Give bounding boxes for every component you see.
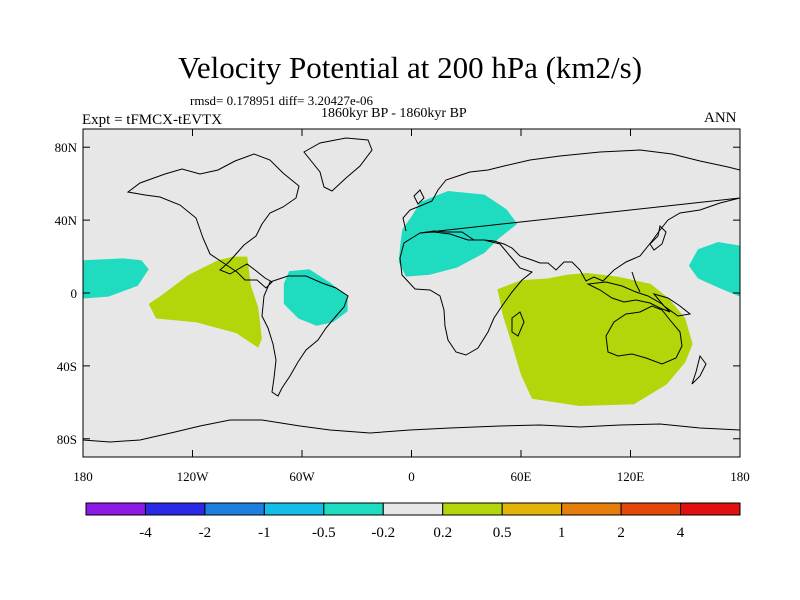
colorbar: -4 -2 -1 -0.5 -0.2 0.2 0.5 1 2 4 — [85, 502, 741, 541]
colorbar-label: -2 — [199, 525, 212, 541]
coastline-north-america — [126, 153, 300, 289]
anomaly-regions — [83, 191, 740, 406]
coastline-japan — [649, 224, 667, 251]
colorbar-box — [323, 502, 384, 516]
x-tick-label: 60E — [511, 469, 532, 484]
coastline-new-zealand — [691, 354, 707, 385]
colorbar-box — [680, 502, 741, 516]
colorbar-label: 1 — [558, 525, 566, 541]
coastline-australia — [605, 305, 683, 365]
axis-ticks: 180 120W 60W 0 60E 120E 180 80N 40N 0 40S 80S — [55, 129, 750, 484]
colorbar-label: 2 — [617, 525, 625, 541]
coastline-madagascar — [511, 311, 525, 337]
colorbar-box — [501, 502, 563, 516]
coastline-antarctica — [83, 419, 740, 443]
coastline-maritime-continent — [586, 271, 692, 317]
y-tick-label: 80N — [55, 140, 78, 155]
colorbar-box — [561, 502, 622, 516]
x-tick-label: 0 — [408, 469, 415, 484]
x-tick-label: 180 — [73, 469, 93, 484]
coastline-uk — [413, 189, 425, 205]
colorbar-label: -4 — [139, 525, 152, 541]
colorbar-box — [382, 502, 444, 516]
experiment-label: Expt = tFMCX-tEVTX — [82, 112, 223, 128]
colorbar-label: 0.5 — [493, 525, 512, 541]
colorbar-label: -0.5 — [312, 525, 336, 541]
positive-region-east-pacific — [148, 256, 262, 348]
y-tick-label: 80S — [57, 432, 77, 447]
negative-region-mediterranean — [398, 191, 518, 277]
colorbar-label: 4 — [677, 525, 685, 541]
map-title: Velocity Potential at 200 hPa (km2/s) — [177, 50, 643, 85]
x-tick-label: 60W — [289, 469, 315, 484]
colorbar-box — [85, 502, 146, 516]
season-label: ANN — [704, 110, 737, 126]
x-tick-label: 120E — [617, 469, 645, 484]
colorbar-box — [204, 502, 265, 516]
coastline-south-america — [261, 275, 349, 397]
y-tick-label: 40N — [55, 213, 78, 228]
negative-region-south-america — [283, 269, 348, 326]
x-tick-label: 120W — [177, 469, 210, 484]
negative-region-east-pacific — [83, 258, 149, 299]
x-tick-label: 180 — [730, 469, 750, 484]
y-tick-label: 0 — [71, 286, 78, 301]
coastline-greenland — [303, 137, 373, 192]
negative-region-west-pacific — [688, 242, 740, 297]
y-tick-label: 40S — [57, 359, 77, 374]
period-label: 1860kyr BP - 1860kyr BP — [321, 106, 467, 121]
colorbar-box — [442, 502, 503, 516]
positive-region-indian-ocean — [497, 273, 693, 406]
coastlines — [83, 137, 740, 443]
colorbar-box — [620, 502, 682, 516]
colorbar-label: -0.2 — [371, 525, 395, 541]
colorbar-box — [144, 502, 206, 516]
coastline-africa — [399, 231, 534, 356]
stats-label: rmsd= 0.178951 diff= 3.20427e-06 — [190, 93, 374, 108]
colorbar-label: -1 — [258, 525, 271, 541]
colorbar-box — [263, 502, 325, 516]
colorbar-label: 0.2 — [433, 525, 452, 541]
